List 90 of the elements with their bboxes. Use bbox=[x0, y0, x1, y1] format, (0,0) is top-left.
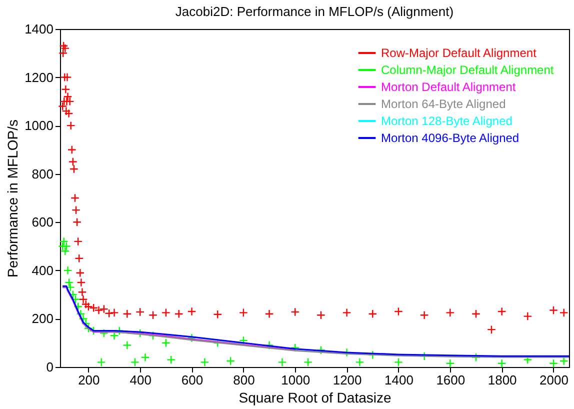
point bbox=[166, 355, 176, 364]
point bbox=[355, 358, 364, 367]
point bbox=[420, 310, 429, 320]
point bbox=[62, 72, 72, 82]
point bbox=[446, 358, 455, 368]
x-tick-label: 200 bbox=[78, 372, 100, 388]
point bbox=[67, 145, 76, 154]
x-tick-label: 1800 bbox=[488, 372, 517, 388]
point bbox=[72, 218, 82, 227]
x-axis-title: Square Root of Datasize bbox=[238, 390, 392, 406]
chart-title: Jacobi2D: Performance in MFLOP/s (Alignment) bbox=[175, 4, 454, 19]
point bbox=[64, 109, 74, 118]
point bbox=[110, 308, 119, 318]
y-tick-label: 600 bbox=[32, 214, 54, 230]
point bbox=[161, 338, 170, 348]
point bbox=[76, 268, 85, 278]
point bbox=[472, 309, 480, 318]
y-tick-label: 1000 bbox=[24, 118, 54, 134]
legend-label: Morton 128-Byte Aligned bbox=[381, 114, 512, 128]
x-tick-label: 400 bbox=[130, 372, 152, 388]
point bbox=[342, 308, 352, 318]
legend-label: Morton Default Alignment bbox=[381, 80, 516, 94]
x-tick-label: 600 bbox=[181, 372, 204, 388]
x-tick-label: 1000 bbox=[281, 372, 310, 388]
point bbox=[290, 343, 300, 352]
x-tick-label: 1200 bbox=[332, 372, 362, 388]
point bbox=[278, 358, 287, 367]
line-series bbox=[62, 286, 296, 351]
point bbox=[140, 352, 150, 362]
point bbox=[238, 308, 248, 318]
point bbox=[61, 84, 70, 94]
point bbox=[497, 358, 506, 368]
x-tick-label: 1600 bbox=[436, 372, 466, 388]
point bbox=[316, 346, 326, 355]
legend-label: Column-Major Default Alignment bbox=[381, 63, 554, 77]
point bbox=[497, 307, 506, 316]
legend-label: Morton 64-Byte Aligned bbox=[381, 97, 506, 111]
legend-label: Morton 4096-Byte Aligned bbox=[381, 131, 520, 145]
y-tick-label: 400 bbox=[32, 262, 54, 278]
point bbox=[74, 302, 83, 312]
point bbox=[59, 41, 68, 50]
point bbox=[122, 309, 132, 318]
point bbox=[316, 310, 326, 320]
point bbox=[264, 309, 274, 318]
point bbox=[523, 312, 532, 321]
point bbox=[161, 308, 170, 318]
point bbox=[72, 206, 80, 215]
point bbox=[74, 236, 83, 246]
point bbox=[487, 325, 496, 334]
y-tick-label: 1200 bbox=[24, 70, 54, 85]
x-tick-label: 2000 bbox=[540, 372, 568, 388]
y-axis-title: Performance in MFLOP/s bbox=[4, 120, 21, 278]
point bbox=[559, 308, 568, 318]
point bbox=[200, 358, 210, 367]
point bbox=[394, 307, 403, 316]
point bbox=[76, 278, 86, 287]
y-tick-label: 1400 bbox=[24, 22, 54, 36]
legend-label: Row-Major Default Alignment bbox=[381, 46, 538, 60]
point bbox=[130, 358, 140, 367]
point bbox=[368, 309, 378, 318]
point bbox=[394, 358, 403, 367]
point bbox=[148, 310, 158, 320]
point bbox=[136, 307, 145, 316]
point bbox=[549, 306, 558, 315]
y-tick-label: 800 bbox=[32, 166, 54, 182]
point bbox=[66, 121, 76, 130]
point bbox=[63, 266, 72, 275]
point bbox=[213, 310, 222, 319]
point bbox=[68, 157, 78, 166]
point bbox=[60, 44, 70, 53]
point bbox=[74, 254, 84, 263]
point bbox=[99, 328, 108, 338]
point bbox=[226, 356, 235, 366]
point bbox=[304, 358, 313, 367]
y-tick-label: 0 bbox=[46, 360, 54, 374]
point bbox=[174, 309, 184, 318]
point bbox=[290, 307, 300, 316]
point bbox=[187, 307, 196, 316]
point bbox=[70, 194, 80, 202]
x-tick-label: 800 bbox=[233, 372, 255, 388]
x-tick-label: 1400 bbox=[384, 372, 414, 388]
point bbox=[122, 340, 132, 350]
point bbox=[69, 164, 78, 174]
point bbox=[446, 308, 455, 318]
point bbox=[78, 288, 87, 297]
y-tick-label: 200 bbox=[32, 311, 54, 326]
point bbox=[96, 358, 106, 367]
point bbox=[238, 336, 248, 345]
point bbox=[58, 48, 68, 58]
point bbox=[549, 358, 558, 368]
